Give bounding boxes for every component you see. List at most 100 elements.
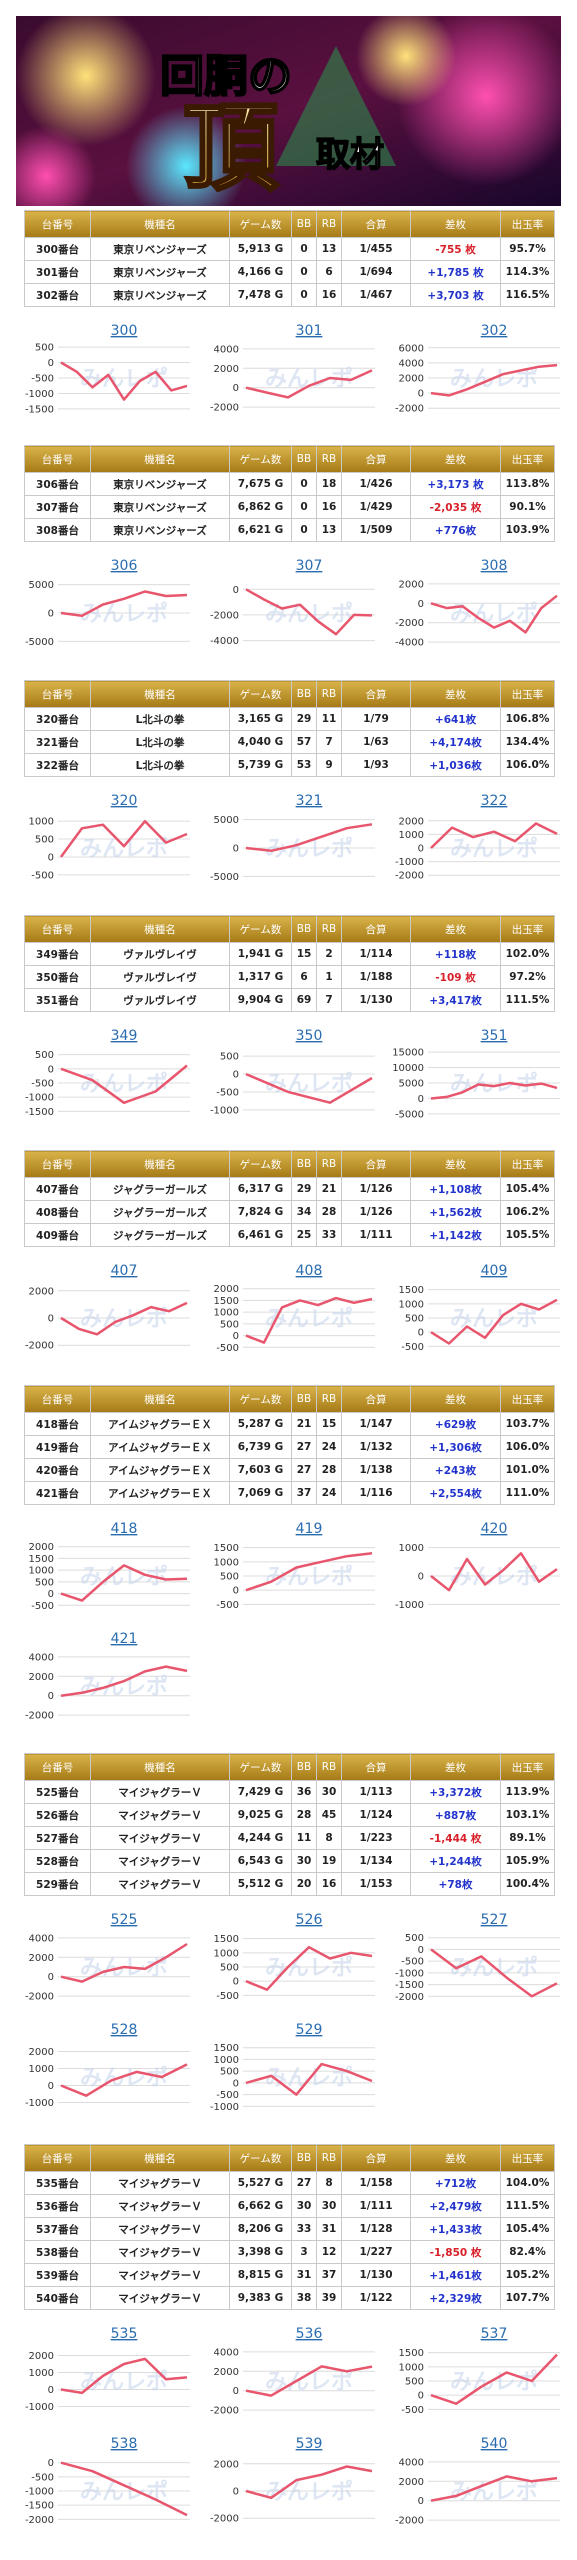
table-cell: 0 [291,518,317,542]
header-row: 台番号 機種名 ゲーム数 BB RB 合算 差枚 出玉率 [24,445,555,473]
y-tick-label: 0 [418,1945,424,1956]
table-cell: 105.5% [500,1223,555,1247]
data-table: 台番号 機種名 ゲーム数 BB RB 合算 差枚 出玉率 320番台 L北斗の拳 3,165 G 29… [24,680,555,777]
table-cell: マイジャグラーＶ [90,2263,230,2287]
table-cell: 107.7% [500,2286,555,2310]
table-cell: マイジャグラーＶ [90,1826,230,1850]
header-row: 台番号 機種名 ゲーム数 BB RB 合算 差枚 出玉率 [24,1385,555,1413]
watermark: みんレポ [80,2369,168,2395]
y-tick-label: 0 [48,1691,54,1702]
chart-title: 300 [111,323,138,339]
header-cell: 出玉率 [500,1385,555,1413]
y-tick-label: 500 [220,1052,239,1063]
table-cell: +1,785 枚 [410,260,501,284]
content: 台番号 機種名 ゲーム数 BB RB 合算 差枚 出玉率 300番台 東京リベンジャーズ 5,913… [0,210,577,2558]
table-cell: 37 [316,2263,342,2287]
y-tick-label: -2000 [25,1711,54,1722]
table-cell: 31 [316,2217,342,2241]
data-line [60,1942,188,1983]
y-tick-label: 500 [35,1050,54,1061]
y-tick-label: -1000 [25,2487,54,2498]
table-cell: 28 [291,1803,317,1827]
table-cell: 90.1% [500,495,555,519]
header-cell: 機種名 [90,915,230,943]
header-cell: 出玉率 [500,210,555,238]
table-cell: マイジャグラーＶ [90,2286,230,2310]
table-cell: 5,527 G [229,2171,292,2195]
y-tick-label: 500 [35,343,54,354]
data-line [245,1945,373,1991]
table-cell: -755 枚 [410,237,501,261]
table-cell: 103.7% [500,1412,555,1436]
data-line [60,361,188,401]
data-line [430,2353,558,2405]
table-cell: 301番台 [24,260,91,284]
header-cell: RB [316,1753,342,1781]
y-tick-label: -2000 [210,403,239,414]
table-cell: 527番台 [24,1826,91,1850]
table-row: 306番台 東京リベンジャーズ 7,675 G 0 18 1/426 +3,173 枚 113… [24,472,555,496]
table-cell: 29 [291,707,317,731]
y-tick-label: -5000 [210,872,239,883]
table-cell: 1/114 [341,942,411,966]
table-cell: 535番台 [24,2171,91,2195]
table-cell: +4,174枚 [410,730,501,754]
header-cell: 合算 [341,1753,411,1781]
header-cell: 出玉率 [500,445,555,473]
table-cell: マイジャグラーＶ [90,1780,230,1804]
table-row: 307番台 東京リベンジャーズ 6,862 G 0 16 1/429 -2,035 枚 90.… [24,495,555,519]
table-cell: 38 [291,2286,317,2310]
y-tick-label: 0 [233,2487,239,2498]
y-tick-label: -500 [401,2405,424,2416]
table-cell: 322番台 [24,753,91,777]
table-cell: 4,166 G [229,260,292,284]
table-cell: 28 [316,1458,342,1482]
charts: 535 2000 1000 0 -1000 みんレポ 536 4000 2000 0 -2000 みん… [12,2325,572,2530]
y-tick-label: 6000 [399,343,424,354]
table-cell: 537番台 [24,2217,91,2241]
table-cell: +1,433枚 [410,2217,501,2241]
y-tick-label: -2000 [210,610,239,621]
banner-sub: 取材 [316,135,384,175]
table-cell: 東京リベンジャーズ [90,260,230,284]
header-cell: 台番号 [24,445,91,473]
table-cell: 407番台 [24,1177,91,1201]
data-line [60,590,188,618]
table-cell: 8,206 G [229,2217,292,2241]
table-cell: 東京リベンジャーズ [90,283,230,307]
y-tick-label: 1000 [399,1543,424,1554]
table-cell: アイムジャグラーＥＸ [90,1458,230,1482]
table-cell: +2,329枚 [410,2286,501,2310]
table-cell: 89.1% [500,1826,555,1850]
y-tick-label: -2000 [25,2515,54,2526]
table-cell: ジャグラーガールズ [90,1200,230,1224]
table-row: 351番台 ヴァルヴレイヴ 9,904 G 69 7 1/130 +3,417枚 111.5% [24,988,555,1012]
table-cell: 37 [291,1481,317,1505]
data-line [60,2063,188,2097]
table-cell: L北斗の拳 [90,707,230,731]
table-cell: 1/509 [341,518,411,542]
table-cell: ヴァルヴレイヴ [90,965,230,989]
y-tick-label: -500 [401,1342,424,1353]
table-row: 407番台 ジャグラーガールズ 6,317 G 29 21 1/126 +1,108枚 105… [24,1177,555,1201]
banner-big: 頂 [183,94,279,204]
table-cell: 5,287 G [229,1412,292,1436]
table-cell: 1/93 [341,753,411,777]
chart-title: 321 [296,793,323,809]
y-tick-label: 0 [233,1586,239,1597]
y-tick-label: 1500 [399,2348,424,2359]
y-tick-label: 0 [233,1070,239,1081]
header-cell: BB [291,1385,317,1413]
table-cell: L北斗の拳 [90,753,230,777]
table-cell: 69 [291,988,317,1012]
table-cell: 8,815 G [229,2263,292,2287]
header-cell: 機種名 [90,680,230,708]
y-tick-label: 1000 [214,1557,239,1568]
y-tick-label: 4000 [29,1652,54,1663]
table-cell: 1/116 [341,1481,411,1505]
y-tick-label: -1000 [210,2102,239,2113]
